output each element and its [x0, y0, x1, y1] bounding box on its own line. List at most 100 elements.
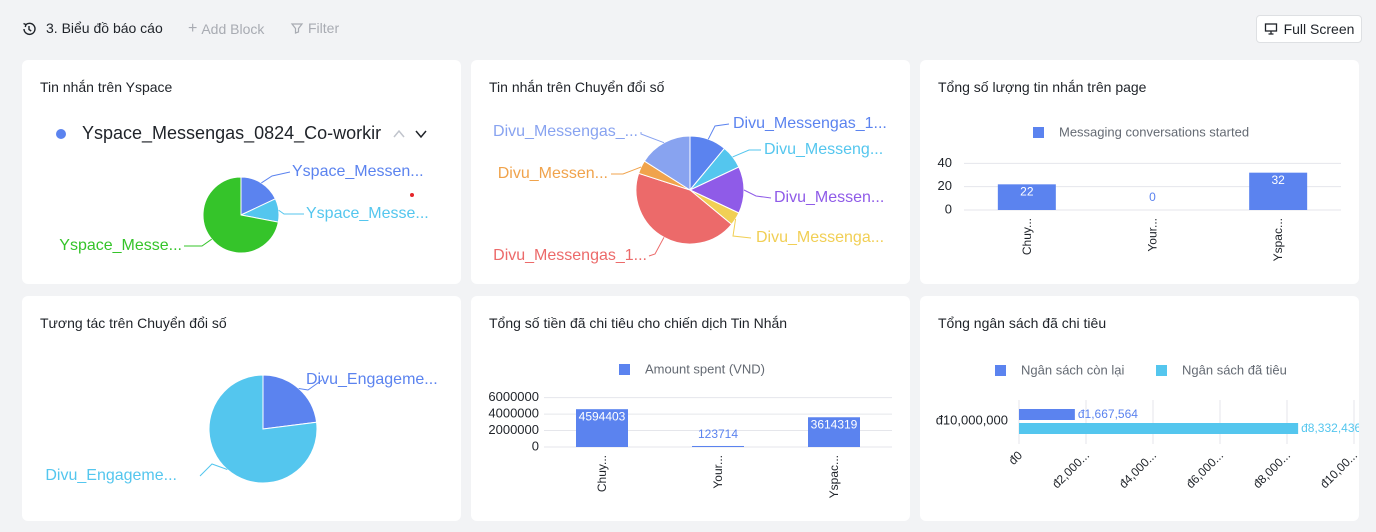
chart-card-budget: Tổng ngân sách đã chi tiêu Ngân sách còn… [920, 296, 1359, 521]
top-toolbar: 3. Biểu đồ báo cáo + Add Block Filter Fu… [0, 0, 1376, 58]
bar-value-label: đ8,332,436.0 [1301, 421, 1359, 435]
leader-line [278, 209, 304, 215]
bar [576, 409, 628, 447]
cds-pie-chart: Divu_Messengas_1... Divu_Messeng... Divu_M… [493, 115, 887, 264]
legend-marker [1033, 127, 1044, 138]
leader-line [298, 379, 323, 391]
slice-label: Divu_Messen... [774, 189, 884, 206]
chart-card-cds-messages: Tin nhắn trên Chuyển đổi số Divu_Messeng… [471, 60, 910, 284]
slice-label: Yspace_Messe... [306, 205, 429, 222]
chart-card-yspace-messages: Tin nhắn trên Yspace Yspace_Messengas_08… [22, 60, 461, 284]
x-tick-label: đ4,000... [1116, 448, 1159, 491]
y-tick-label: 6000000 [488, 389, 539, 404]
pie-slice [208, 374, 318, 484]
x-tick-label: đ8,000... [1250, 448, 1293, 491]
plus-icon: + [188, 20, 198, 37]
leader-line [707, 123, 730, 140]
messages-bar-chart: Messaging conversations started 0 20 40 22 Ch… [938, 124, 1341, 261]
presentation-icon [1264, 23, 1277, 35]
y-tick-label: đ10,000,000 [936, 412, 1008, 427]
bar [1249, 172, 1308, 210]
x-tick-label: đ2,000... [1049, 448, 1092, 491]
x-tick-label: Chuy... [595, 455, 609, 492]
leader-line [648, 237, 665, 257]
pie-slice [240, 176, 277, 216]
chart-card-amount-spent: Tổng số tiền đã chi tiêu cho chiến dịch … [471, 296, 910, 521]
legend-label: Amount spent (VND) [645, 361, 765, 376]
chart-card-total-messages: Tổng số lượng tin nhắn trên page Messagi… [920, 60, 1359, 284]
bar-value-label: đ1,667,564 [1078, 407, 1138, 421]
bar-value-label: 123714 [698, 427, 738, 441]
x-tick-label: đ0 [1006, 448, 1026, 468]
bar-value-label: 0 [1149, 190, 1156, 204]
legend-marker [619, 364, 630, 375]
y-tick-label: 40 [938, 155, 952, 170]
card-title: Tương tác trên Chuyển đổi số [40, 315, 227, 331]
slice-label: Divu_Messengas_1... [733, 115, 887, 132]
slice-label: Divu_Engageme... [45, 467, 177, 484]
leader-line [261, 171, 291, 184]
slice-label: Divu_Messeng... [764, 141, 883, 158]
card-title: Tin nhắn trên Chuyển đổi số [489, 79, 665, 95]
chart-card-cds-engagement: Tương tác trên Chuyển đổi số Divu_Engage… [22, 296, 461, 521]
page-title: 3. Biểu đồ báo cáo [46, 20, 163, 36]
filter-label: Filter [308, 20, 340, 36]
card-title: Tổng ngân sách đã chi tiêu [938, 315, 1107, 331]
leader-line [640, 132, 665, 144]
bar [1019, 423, 1299, 434]
card-title: Tổng số lượng tin nhắn trên page [938, 79, 1147, 95]
filter-icon [290, 23, 304, 34]
engagement-pie-chart: Divu_Engageme... Divu_Engageme... [45, 371, 438, 484]
slice-label: Divu_Messenga... [756, 229, 884, 246]
history-icon [23, 22, 36, 35]
x-tick-label: Your... [711, 455, 725, 489]
x-tick-label: Chuy... [1020, 218, 1034, 255]
full-screen-button[interactable]: Full Screen [1256, 15, 1362, 43]
slice-label: Divu_Messengas_... [493, 123, 638, 140]
x-tick-label: đ10,00... [1317, 448, 1359, 491]
pie-slice [262, 374, 318, 430]
slice-label: Divu_Engageme... [306, 371, 438, 388]
y-tick-label: 20 [938, 178, 952, 193]
x-tick-label: Your... [1146, 218, 1160, 252]
filter-button[interactable]: Filter [290, 20, 339, 36]
legend-label: Yspace_Messengas_0824_Co-workir [82, 123, 381, 144]
pie-slice [635, 172, 733, 245]
slice-label: Yspace_Messe... [59, 237, 182, 254]
yspace-pie-chart: Yspace_Messengas_0824_Co-workir Yspace_Me… [56, 120, 461, 254]
bar [692, 445, 744, 447]
bar-value-label: 3614319 [811, 417, 858, 431]
full-screen-label: Full Screen [1283, 21, 1355, 37]
legend-marker [1156, 365, 1167, 376]
x-tick-label: Yspac... [827, 455, 841, 498]
card-title: Tin nhắn trên Yspace [40, 79, 173, 95]
legend-next-icon [415, 130, 427, 139]
legend-prev-icon [393, 129, 405, 138]
slice-label: Yspace_Messen... [292, 163, 424, 180]
red-dot [410, 193, 414, 197]
y-tick-label: 0 [945, 201, 952, 216]
legend-label: Ngân sách đã tiêu [1182, 362, 1287, 377]
legend-label: Ngân sách còn lại [1021, 362, 1124, 377]
bar-value-label: 22 [1020, 185, 1034, 199]
bar [808, 417, 860, 447]
leader-line [732, 149, 761, 158]
bar [997, 184, 1056, 210]
leader-line [743, 189, 772, 199]
slice-label: Divu_Messen... [498, 165, 608, 182]
legend-marker [995, 365, 1006, 376]
card-title: Tổng số tiền đã chi tiêu cho chiến dịch … [489, 315, 788, 331]
y-tick-label: 0 [532, 438, 539, 453]
x-tick-label: Yspac... [1271, 218, 1285, 261]
leader-line [732, 218, 752, 239]
add-block-button[interactable]: + Add Block [188, 20, 264, 38]
legend-marker [56, 129, 66, 139]
pie-slice [643, 135, 691, 191]
leader-line [199, 463, 228, 477]
pie-slice [202, 176, 279, 254]
bar-value-label: 4594403 [579, 409, 626, 423]
y-tick-label: 4000000 [488, 406, 539, 421]
x-tick-label: đ6,000... [1183, 448, 1226, 491]
leader-line [611, 166, 642, 175]
